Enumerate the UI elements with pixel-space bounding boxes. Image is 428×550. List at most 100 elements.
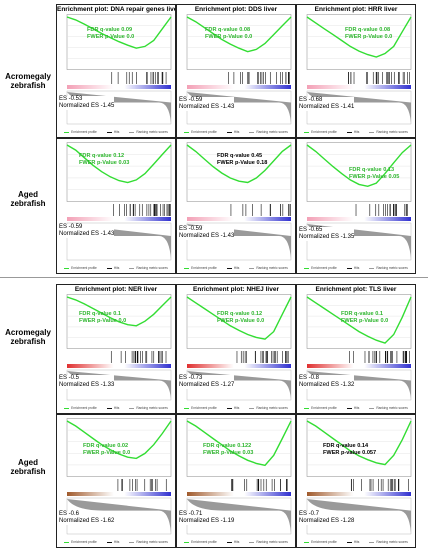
enrichment-score-curve	[66, 16, 172, 49]
enrichment-score-text: ES -0.53 Normalized ES -1.45	[59, 96, 115, 110]
normalized-es-value: Normalized ES -1.62	[59, 518, 115, 524]
legend-swatch	[106, 131, 112, 133]
legend-item-hits: Hits	[226, 130, 239, 136]
legend-label: Hits	[353, 540, 360, 544]
fwer-p-value: FWER p-Value 0.0	[341, 317, 389, 324]
legend-label: Ranking metric scores	[136, 130, 168, 134]
row-label-acromegaly-bottom: Acromegaly zebrafish	[5, 328, 51, 346]
ranked-list-bar	[187, 217, 291, 221]
legend-label: Hits	[113, 266, 120, 270]
es-value: ES -0.5	[59, 375, 80, 381]
legend-item-hits: Hits	[346, 406, 359, 412]
legend-item-ranking: Ranking metric scores	[249, 540, 288, 546]
legend-label: Ranking metric scores	[376, 130, 408, 134]
legend-swatch	[346, 131, 352, 133]
es-value: ES -0.53	[59, 96, 83, 102]
gsea-statistics: FDR q-value 0.45 FWER p-Value 0.18	[217, 153, 267, 166]
fwer-p-value: FWER p-Value 0.0	[83, 449, 131, 456]
es-plot-frame	[186, 418, 292, 477]
legend-item-hits: Hits	[106, 406, 120, 412]
gsea-statistics: FDR q-value 0.09 FWER p-Value 0.0	[87, 27, 134, 40]
ranking-metric-area	[307, 499, 411, 533]
legend-item-hits: Hits	[226, 266, 239, 272]
ranked-list-bar	[67, 217, 171, 221]
es-value: ES -0.73	[179, 375, 203, 381]
legend-item-ranking: Ranking metric scores	[369, 406, 408, 412]
fdr-q-value: FDR q-value 0.09	[87, 27, 133, 33]
fwer-p-value: FWER p-Value 0.03	[203, 449, 254, 456]
legend-swatch	[184, 131, 190, 133]
legend-swatch	[129, 407, 135, 409]
fdr-q-value: FDR q-value 0.13	[349, 167, 395, 173]
legend-swatch	[304, 407, 310, 409]
enrichment-score-curve	[66, 296, 172, 327]
normalized-es-value: Normalized ES -1.33	[59, 382, 115, 388]
fwer-p-value: FWER p-Value 0.0	[79, 317, 127, 324]
gsea-statistics: FDR q-value 0.12 FWER p-Value 0.0	[217, 311, 264, 324]
gsea-statistics: FDR q-value 0.08 FWER p-Value 0.0	[345, 27, 392, 40]
legend-label: Enrichment profile	[71, 266, 97, 270]
legend-swatch	[369, 407, 375, 409]
ranked-list-bar	[67, 364, 171, 368]
gsea-statistics: FDR q-value 0.1 FWER p-Value 0.0	[79, 311, 126, 324]
gsea-statistics: FDR q-value 0.1 FWER p-Value 0.0	[341, 311, 388, 324]
legend-item-enrichment: Enrichment profile	[304, 540, 337, 546]
gsea-panel-tls-acromegaly: Enrichment plot: TLS liver FDR q-value 0…	[296, 284, 416, 414]
enrichment-score-text: ES -0.59 Normalized ES -1.43	[179, 226, 235, 240]
legend-swatch	[249, 267, 255, 269]
normalized-es-value: Normalized ES -1.45	[59, 103, 115, 109]
legend-label: Ranking metric scores	[256, 406, 288, 410]
legend-label: Ranking metric scores	[136, 266, 168, 270]
legend-swatch	[106, 407, 112, 409]
enrichment-score-text: ES -0.59 Normalized ES -1.43	[59, 224, 115, 238]
es-plot-frame	[306, 294, 412, 349]
ranked-list-bar	[187, 85, 291, 89]
gsea-panel-ner-acromegaly: Enrichment plot: NER liver FDR q-value 0…	[56, 284, 176, 414]
fdr-q-value: FDR q-value 0.08	[345, 27, 391, 33]
legend-label: Enrichment profile	[311, 406, 337, 410]
gsea-legend: Enrichment profile Hits Ranking metric sco…	[61, 406, 171, 412]
legend-label: Hits	[113, 406, 120, 410]
gsea-legend: Enrichment profile Hits Ranking metric sco…	[301, 406, 411, 412]
legend-swatch	[226, 407, 232, 409]
es-plot-frame	[306, 418, 412, 477]
es-value: ES -0.7	[299, 511, 320, 517]
gsea-legend: Enrichment profile Hits Ranking metric sco…	[181, 130, 291, 136]
es-value: ES -0.59	[179, 226, 203, 232]
normalized-es-value: Normalized ES -1.41	[299, 104, 355, 110]
gsea-plot	[183, 418, 293, 537]
gsea-statistics: FDR q-value 0.14 FWER p-value 0.057	[323, 443, 376, 456]
enrichment-score-text: ES -0.7 Normalized ES -1.28	[299, 511, 355, 525]
legend-label: Enrichment profile	[71, 130, 97, 134]
legend-swatch	[184, 407, 190, 409]
fwer-p-value: FWER p-Value 0.0	[205, 33, 253, 40]
legend-swatch	[304, 267, 310, 269]
enrichment-score-text: ES -0.8 Normalized ES -1.32	[299, 375, 355, 389]
fdr-q-value: FDR q-value 0.12	[217, 311, 263, 317]
legend-label: Enrichment profile	[191, 266, 217, 270]
legend-label: Hits	[233, 540, 240, 544]
legend-item-hits: Hits	[346, 130, 359, 136]
gsea-legend: Enrichment profile Hits Ranking metric sco…	[181, 540, 291, 546]
gsea-plot-svg	[306, 418, 412, 535]
ranked-list-bar	[67, 492, 171, 496]
normalized-es-value: Normalized ES -1.43	[179, 104, 235, 110]
normalized-es-value: Normalized ES -1.43	[179, 233, 235, 239]
legend-item-enrichment: Enrichment profile	[64, 406, 97, 412]
gsea-statistics: FDR q-value 0.122 FWER p-Value 0.03	[203, 443, 253, 456]
gsea-panel-dds-aged: FDR q-value 0.45 FWER p-Value 0.18 ES -0.5…	[176, 138, 296, 274]
legend-swatch	[304, 541, 310, 543]
legend-label: Ranking metric scores	[256, 540, 288, 544]
es-plot-frame	[306, 142, 412, 202]
legend-item-ranking: Ranking metric scores	[249, 130, 288, 136]
es-plot-frame	[186, 294, 292, 349]
legend-label: Ranking metric scores	[376, 540, 408, 544]
legend-item-ranking: Ranking metric scores	[129, 266, 168, 272]
legend-swatch	[369, 267, 375, 269]
ranking-metric-area	[67, 499, 171, 533]
legend-swatch	[226, 541, 232, 543]
enrichment-score-text: ES -0.5 Normalized ES -1.33	[59, 375, 115, 389]
enrichment-score-curve	[306, 144, 412, 188]
gsea-plot	[303, 418, 413, 537]
es-plot-frame	[186, 142, 292, 202]
